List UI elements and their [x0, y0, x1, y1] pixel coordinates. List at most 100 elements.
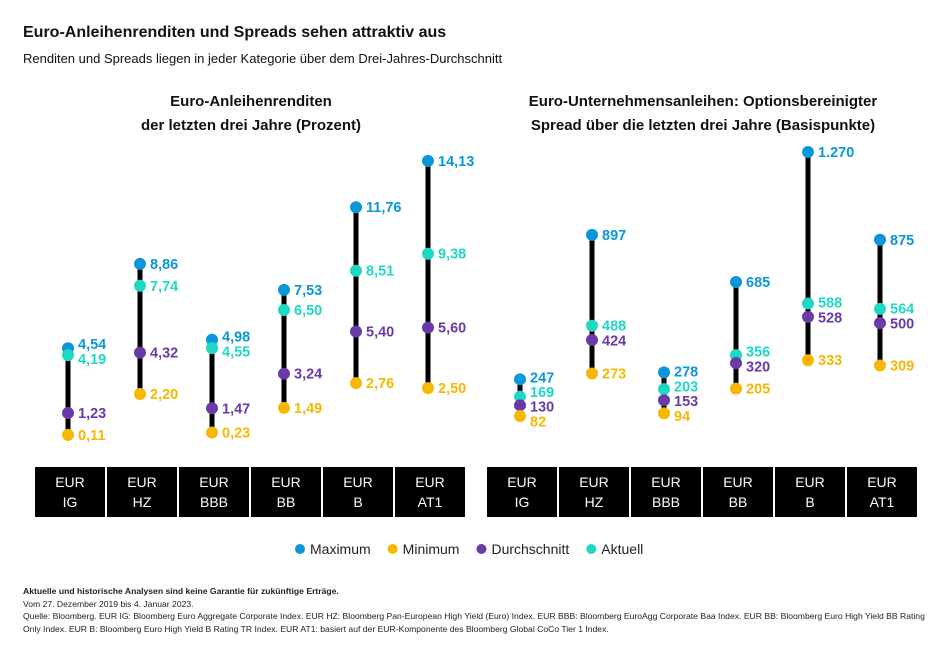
data-label-minimum: 1,49: [294, 401, 322, 417]
category-label: BBB: [200, 494, 228, 510]
category-label: HZ: [133, 494, 152, 510]
category-label: EUR: [867, 474, 897, 490]
legend-label: Aktuell: [601, 541, 643, 557]
data-label-minimum: 273: [602, 367, 626, 383]
dot-aktuell: [658, 383, 670, 396]
category-label: EUR: [199, 474, 229, 490]
dot-aktuell: [514, 390, 526, 403]
dot-durchschnitt: [586, 333, 598, 346]
data-label-maximum: 7,53: [294, 283, 322, 299]
data-label-durchschnitt: 500: [890, 316, 914, 332]
category-box: [323, 467, 393, 517]
dot-minimum: [730, 382, 742, 395]
category-box: [35, 467, 105, 517]
data-label-durchschnitt: 528: [818, 311, 842, 327]
legend-label: Maximum: [310, 541, 371, 557]
legend-marker: [387, 544, 398, 554]
page-title: Euro-Anleihenrenditen und Spreads sehen …: [23, 24, 447, 41]
dot-minimum: [422, 382, 434, 395]
data-label-durchschnitt: 1,47: [222, 401, 250, 417]
data-label-minimum: 94: [674, 409, 690, 425]
category-box: [179, 467, 249, 517]
dot-minimum: [350, 377, 362, 390]
dot-minimum: [278, 401, 290, 414]
dot-minimum: [658, 407, 670, 420]
dot-durchschnitt: [278, 367, 290, 380]
data-label-durchschnitt: 153: [674, 394, 698, 410]
category-label: BB: [277, 494, 296, 510]
category-label: AT1: [870, 494, 895, 510]
data-label-maximum: 4,98: [222, 329, 250, 345]
chart-title: Spread über die letzten drei Jahre (Basi…: [531, 117, 875, 134]
data-label-maximum: 278: [674, 365, 698, 381]
dot-maximum: [658, 366, 670, 379]
data-label-minimum: 2,76: [366, 376, 394, 392]
data-label-aktuell: 488: [602, 318, 626, 334]
dot-maximum: [730, 275, 742, 288]
dot-durchschnitt: [134, 346, 146, 359]
category-box: [631, 467, 701, 517]
category-label: EUR: [127, 474, 157, 490]
data-label-durchschnitt: 3,24: [294, 367, 322, 383]
category-label: EUR: [651, 474, 681, 490]
data-label-aktuell: 588: [818, 296, 842, 312]
dot-maximum: [206, 333, 218, 346]
category-label: EUR: [723, 474, 753, 490]
page-subtitle: Renditen und Spreads liegen in jeder Kat…: [23, 51, 503, 66]
data-label-maximum: 247: [530, 370, 554, 386]
data-label-minimum: 2,20: [150, 387, 178, 403]
data-label-minimum: 0,11: [78, 428, 105, 444]
data-label-aktuell: 203: [674, 379, 698, 395]
dot-durchschnitt: [422, 321, 434, 334]
data-label-maximum: 685: [746, 275, 770, 291]
dot-durchschnitt: [514, 399, 526, 412]
dot-minimum: [874, 359, 886, 372]
dot-durchschnitt: [730, 357, 742, 370]
data-label-durchschnitt: 1,23: [78, 406, 106, 422]
data-label-durchschnitt: 130: [530, 400, 554, 416]
category-label: B: [805, 494, 814, 510]
dot-durchschnitt: [350, 325, 362, 338]
dot-maximum: [350, 201, 362, 214]
data-label-aktuell: 4,55: [222, 344, 250, 360]
chart-title: der letzten drei Jahre (Prozent): [141, 117, 361, 134]
category-label: EUR: [415, 474, 445, 490]
dot-minimum: [802, 354, 814, 367]
data-label-maximum: 14,13: [438, 154, 474, 170]
data-label-durchschnitt: 4,32: [150, 346, 178, 362]
data-label-aktuell: 169: [530, 385, 554, 401]
dot-maximum: [514, 373, 526, 386]
data-label-aktuell: 356: [746, 345, 770, 361]
category-label: EUR: [579, 474, 609, 490]
category-box: [395, 467, 465, 517]
data-label-maximum: 4,54: [78, 337, 106, 353]
category-label: B: [353, 494, 362, 510]
dot-minimum: [514, 409, 526, 422]
category-label: EUR: [55, 474, 85, 490]
data-label-maximum: 8,86: [150, 257, 178, 273]
data-label-aktuell: 8,51: [366, 264, 394, 280]
category-box: [487, 467, 557, 517]
dot-aktuell: [134, 279, 146, 292]
category-box: [251, 467, 321, 517]
legend-marker: [586, 544, 597, 554]
dot-aktuell: [206, 342, 218, 355]
data-label-minimum: 0,23: [222, 426, 250, 442]
category-label: IG: [515, 494, 530, 510]
data-label-aktuell: 7,74: [150, 279, 178, 295]
category-label: EUR: [795, 474, 825, 490]
category-box: [703, 467, 773, 517]
category-label: EUR: [343, 474, 373, 490]
dot-aktuell: [422, 247, 434, 260]
dot-maximum: [586, 228, 598, 241]
footer-source: Quelle: Bloomberg. EUR IG: Bloomberg Eur…: [23, 611, 925, 634]
data-label-maximum: 11,76: [366, 200, 402, 216]
dot-minimum: [62, 428, 74, 441]
category-label: IG: [63, 494, 78, 510]
dot-aktuell: [874, 302, 886, 315]
category-label: EUR: [507, 474, 537, 490]
dot-maximum: [802, 146, 814, 159]
dot-aktuell: [586, 319, 598, 332]
